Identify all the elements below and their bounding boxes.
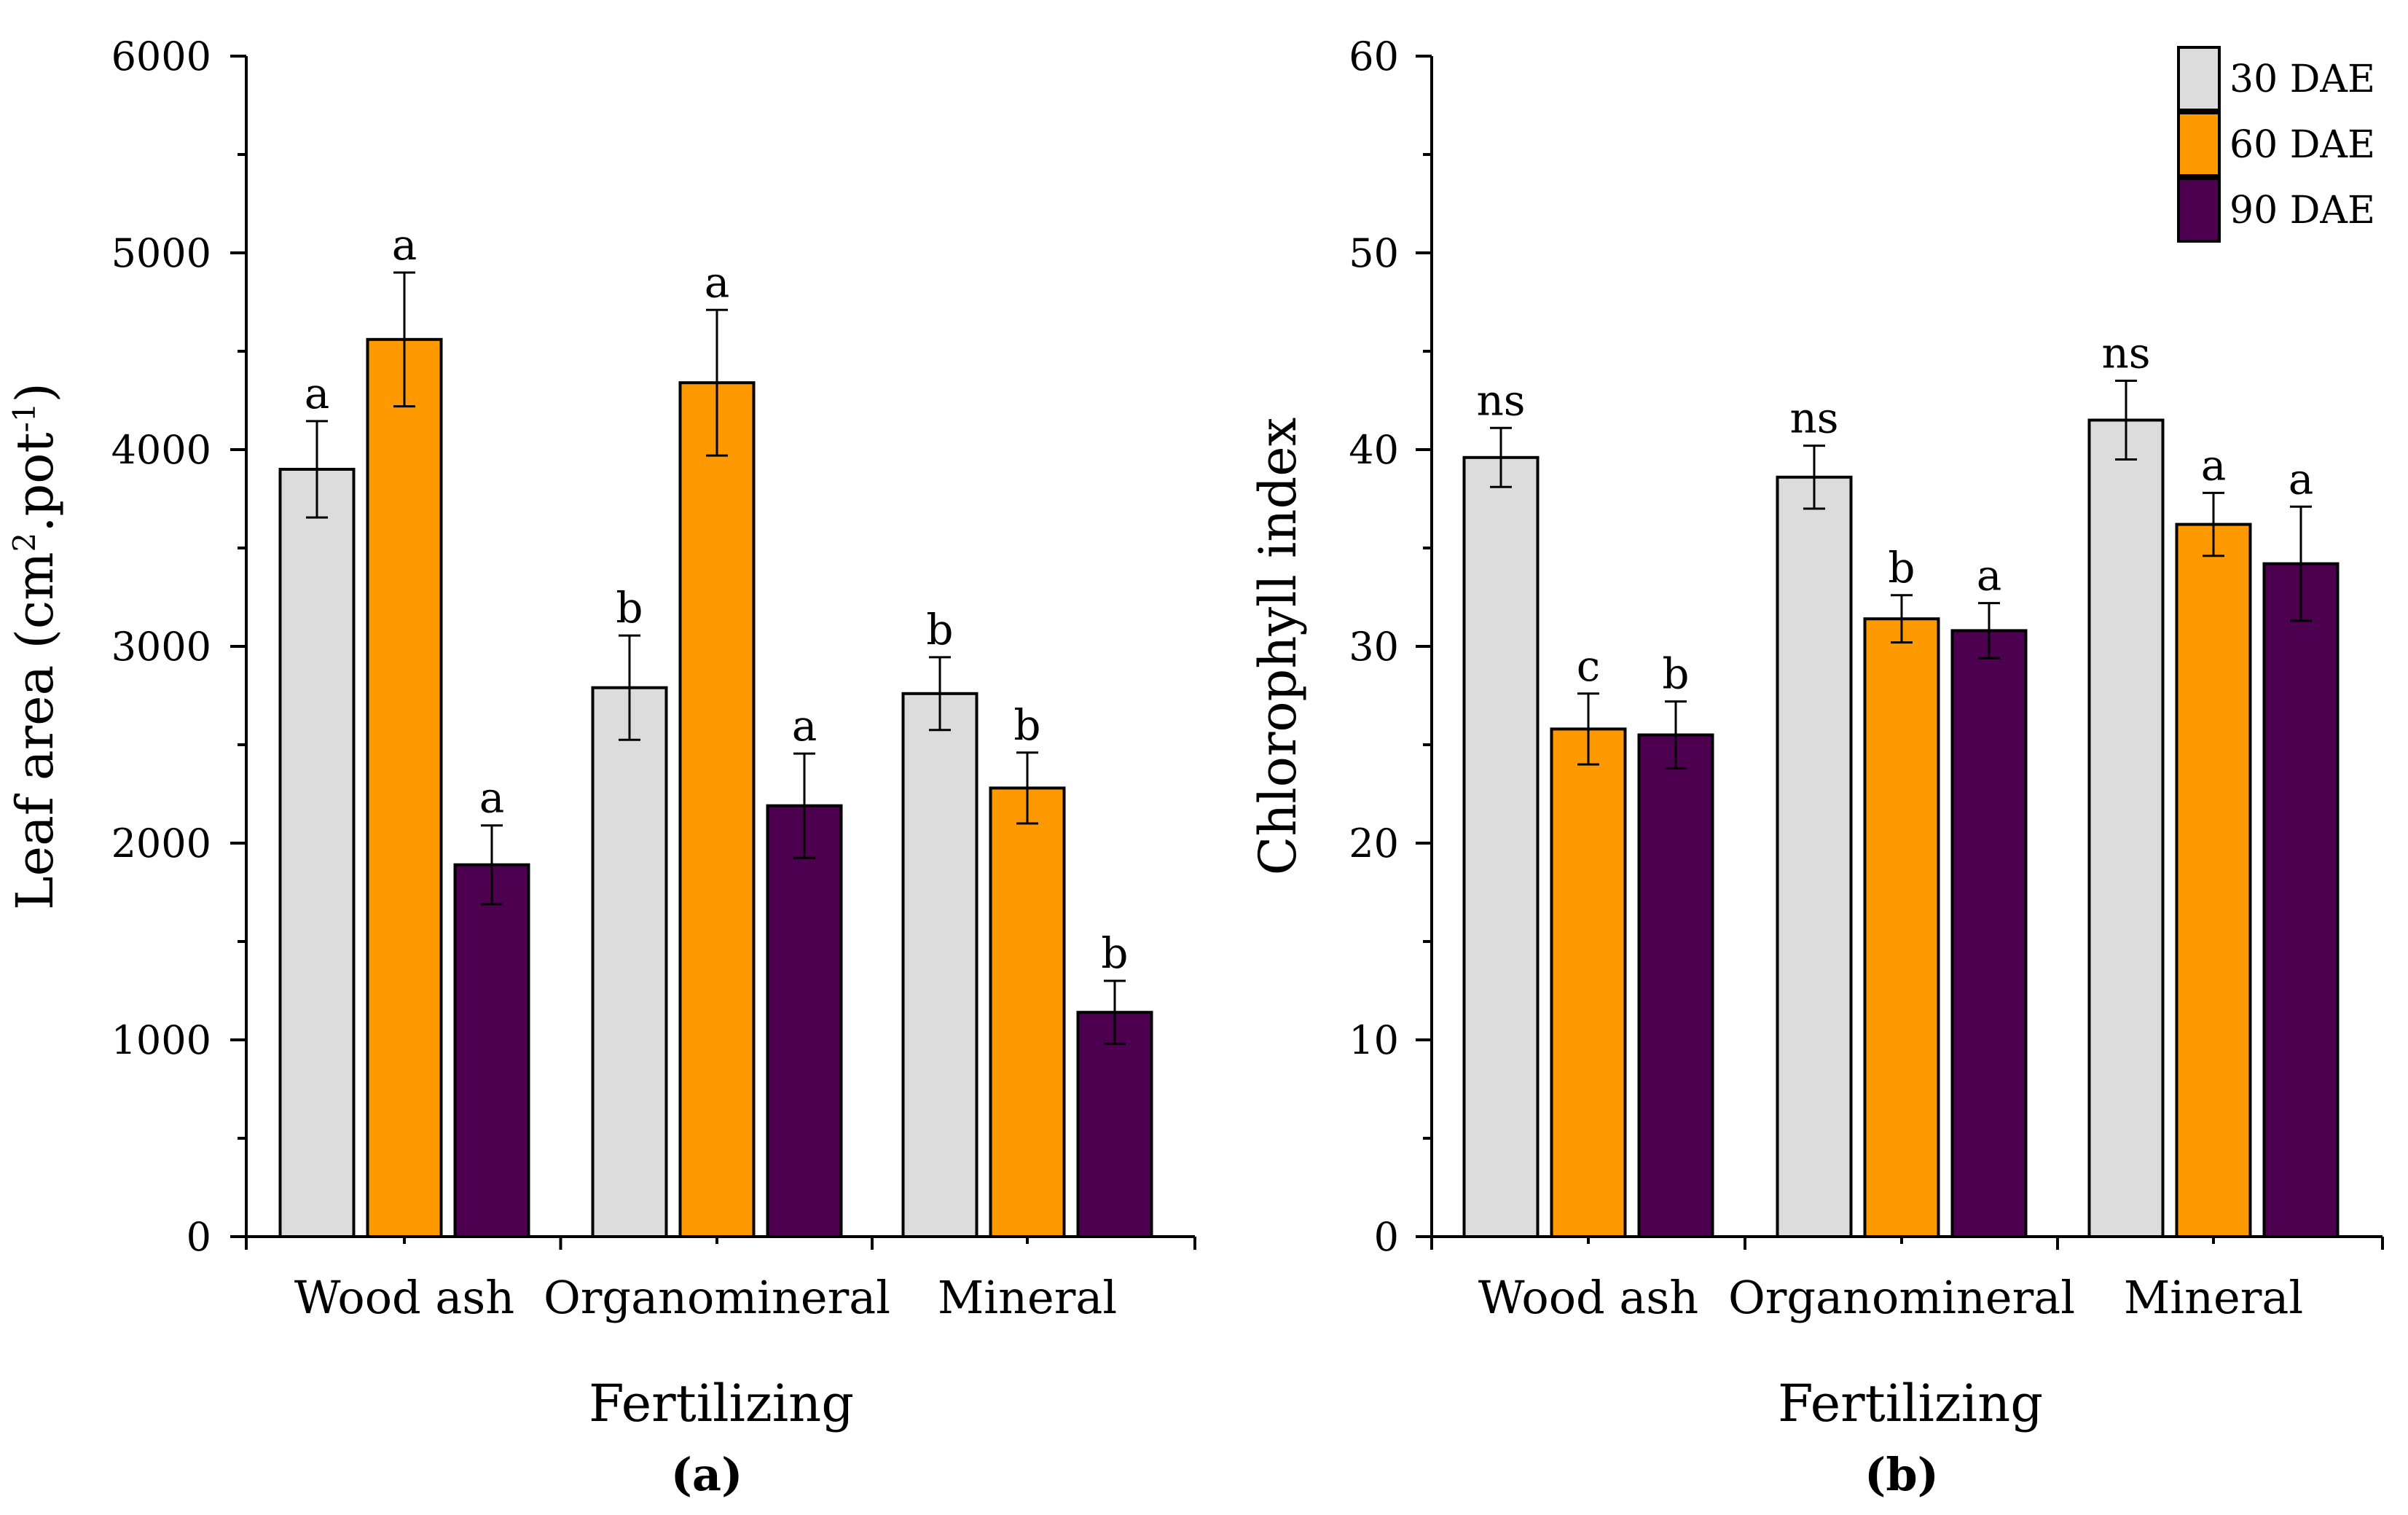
category-label: Wood ash (1478, 1271, 1698, 1324)
panel-label: (b) (1864, 1448, 1939, 1501)
legend: 30 DAE 60 DAE 90 DAE (2177, 46, 2375, 243)
bar (1950, 629, 2028, 1238)
significance-letter: c (1577, 641, 1600, 691)
significance-letter: a (1977, 551, 2002, 600)
significance-letter: ns (1476, 375, 1525, 425)
bar (2175, 522, 2252, 1238)
y-tick-label: 6000 (111, 34, 211, 79)
y-tick-label: 20 (1349, 821, 1399, 866)
significance-letter: ns (2101, 329, 2150, 378)
y-tick-label: 1000 (111, 1017, 211, 1063)
legend-swatch (2177, 177, 2221, 243)
bar (1863, 617, 1940, 1238)
significance-letter: b (926, 605, 953, 654)
y-axis-title-part: 2 (7, 533, 42, 552)
significance-letter: a (792, 701, 817, 751)
legend-swatch (2177, 46, 2221, 111)
bar (1076, 1011, 1153, 1238)
y-tick-label: 10 (1349, 1017, 1399, 1063)
y-axis-title: Chlorophyll index (1248, 418, 1308, 875)
bar (901, 692, 979, 1238)
category-label: Mineral (2124, 1271, 2303, 1324)
x-axis-title: Fertilizing (1778, 1374, 2043, 1433)
category-label: Wood ash (294, 1271, 514, 1324)
y-axis-title-part: -1 (7, 403, 42, 433)
significance-letter: a (2289, 454, 2314, 504)
bar (989, 786, 1066, 1238)
y-tick-label: 60 (1349, 34, 1399, 79)
significance-letter: a (2201, 440, 2227, 490)
y-tick-label: 0 (187, 1214, 211, 1260)
bar (278, 468, 356, 1238)
y-tick-label: 4000 (111, 427, 211, 473)
significance-letter: b (1101, 928, 1128, 978)
bar (453, 863, 530, 1238)
bar (1462, 455, 1540, 1238)
bar (766, 804, 843, 1238)
bar (1637, 733, 1714, 1238)
significance-letter: a (392, 220, 417, 270)
y-tick-label: 2000 (111, 821, 211, 866)
y-tick-label: 50 (1349, 230, 1399, 276)
x-axis-title: Fertilizing (589, 1374, 854, 1433)
legend-label: 60 DAE (2229, 123, 2375, 167)
bar (1550, 727, 1627, 1238)
legend-label: 90 DAE (2229, 189, 2375, 232)
significance-letter: ns (1789, 394, 1838, 443)
panel-b-chlorophyll-chart: 0 10 20 30 40 50 60 Wood ash Organomineral Minera… (1248, 34, 2384, 1501)
legend-swatch (2177, 111, 2221, 177)
y-tick-label: 5000 (111, 230, 211, 276)
y-tick-label: 30 (1349, 624, 1399, 670)
category-label: Organomineral (1728, 1271, 2075, 1324)
y-axis-title-part: Leaf area (cm (5, 552, 65, 910)
significance-letter: b (616, 583, 643, 633)
legend-label: 30 DAE (2229, 58, 2375, 101)
bar (591, 686, 668, 1238)
y-axis-title: Leaf area (cm2.pot-1) (5, 383, 65, 910)
bar (678, 381, 756, 1239)
y-tick-label: 40 (1349, 427, 1399, 473)
panel-a-leaf-area-chart: 0 1000 2000 3000 4000 5000 6000 Wood ash Organom… (5, 34, 1196, 1501)
panel-label: (a) (671, 1448, 743, 1501)
y-axis-title-part: .pot (5, 432, 65, 532)
category-label: Organomineral (544, 1271, 890, 1324)
y-axis-title-part: ) (5, 383, 65, 402)
bar (2262, 562, 2340, 1238)
significance-letter: a (305, 369, 330, 418)
significance-letter: b (1662, 649, 1689, 699)
category-label: Mineral (938, 1271, 1117, 1324)
significance-letter: a (705, 257, 730, 307)
significance-letter: b (1888, 543, 1915, 592)
bar (2087, 418, 2165, 1238)
bar (366, 337, 443, 1238)
significance-letter: b (1013, 700, 1040, 750)
y-tick-label: 0 (1374, 1214, 1399, 1260)
significance-letter: a (479, 773, 505, 823)
y-tick-label: 3000 (111, 624, 211, 670)
bar (1776, 475, 1853, 1238)
